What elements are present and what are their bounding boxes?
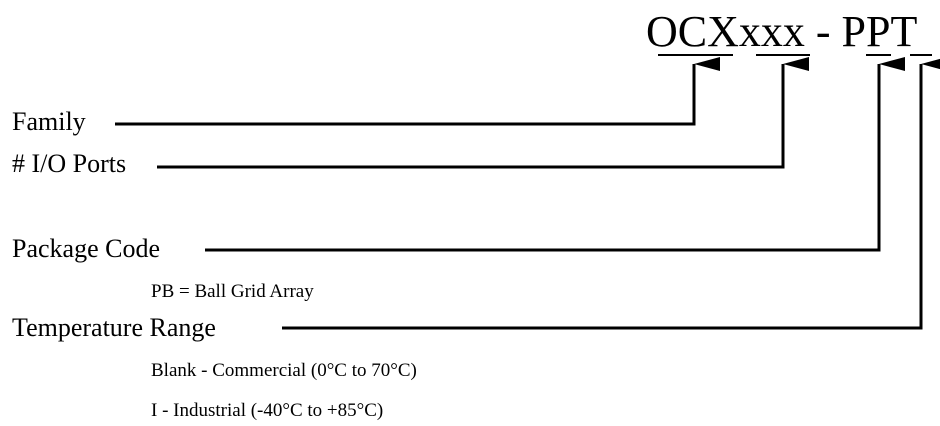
family-label: Family [12,107,86,136]
package-code-leader-arrow [205,57,905,252]
part-number-title: OCXxxx - PPT [646,7,917,56]
io-ports-leader-arrow [157,57,809,169]
temperature-range-leader-arrow [282,57,940,330]
package-code-label: Package Code [12,234,160,263]
package-code-note: PB = Ball Grid Array [151,281,314,302]
temperature-industrial-note: I - Industrial (-40°C to +85°C) [151,400,383,421]
temperature-range-label: Temperature Range [12,313,216,342]
io-ports-label: # I/O Ports [12,149,126,178]
temperature-commercial-note: Blank - Commercial (0°C to 70°C) [151,360,417,381]
family-leader-arrow [115,57,720,126]
